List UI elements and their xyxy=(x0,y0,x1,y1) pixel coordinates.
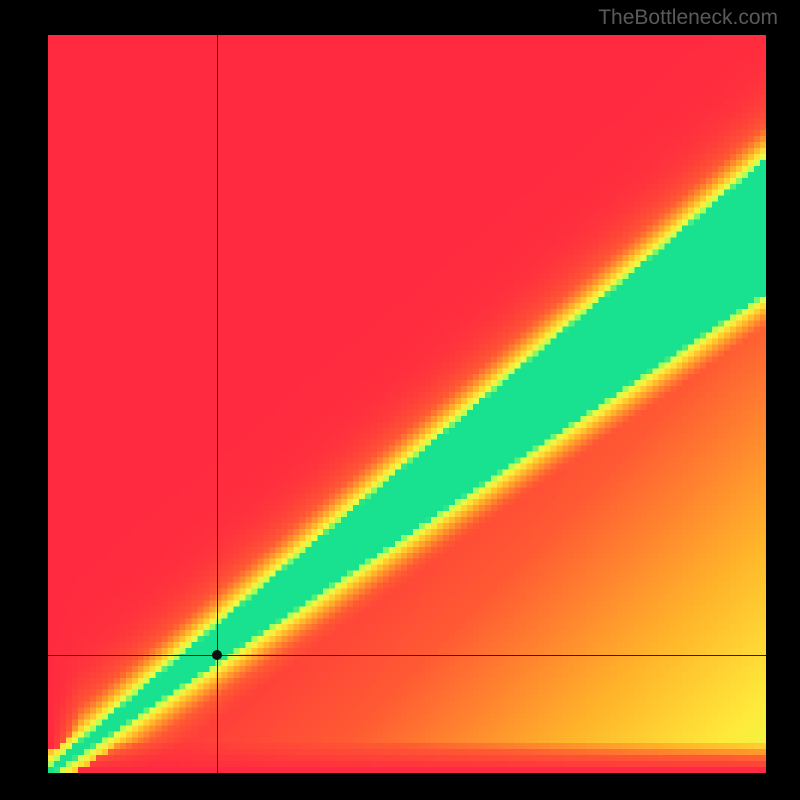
crosshair-vertical xyxy=(217,35,218,773)
heatmap-plot xyxy=(48,35,766,773)
heatmap-canvas xyxy=(48,35,766,773)
crosshair-horizontal xyxy=(48,655,766,656)
chart-container: TheBottleneck.com xyxy=(0,0,800,800)
data-point-marker xyxy=(212,650,222,660)
watermark-label: TheBottleneck.com xyxy=(598,6,778,30)
